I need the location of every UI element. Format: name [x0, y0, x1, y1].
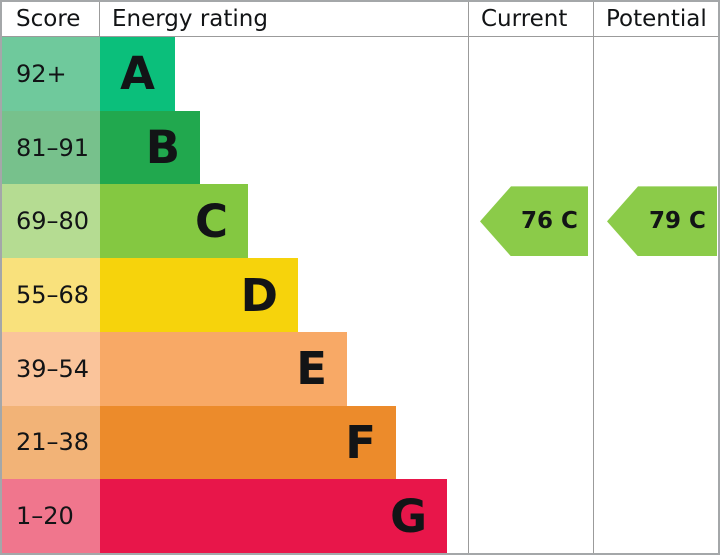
rating-bar-e: E	[100, 331, 347, 406]
band-row-f: 21–38 F	[2, 405, 718, 480]
rating-letter-f: F	[345, 415, 376, 469]
band-row-e: 39–54 E	[2, 331, 718, 406]
divider-rating-current	[468, 2, 469, 553]
potential-rating-label: 79 C	[649, 208, 706, 235]
rating-bar-f: F	[100, 405, 396, 480]
current-rating-label: 76 C	[521, 208, 578, 235]
rating-letter-d: D	[240, 268, 278, 322]
rating-header-label: Energy rating	[112, 5, 268, 32]
header-cell-potential: Potential	[593, 2, 718, 36]
header-cell-current: Current	[468, 2, 593, 36]
score-cell-c: 69–80	[2, 184, 100, 259]
current-header-label: Current	[481, 5, 568, 32]
band-row-g: 1–20 G	[2, 479, 718, 553]
rating-letter-a: A	[120, 47, 155, 101]
score-cell-b: 81–91	[2, 110, 100, 185]
rating-letter-c: C	[194, 194, 228, 248]
header-row: Score Energy rating Current Potential	[2, 2, 718, 36]
score-header-label: Score	[16, 5, 81, 32]
divider-score-rating	[99, 2, 100, 36]
band-row-a: 92+ A	[2, 37, 718, 111]
header-cell-rating: Energy rating	[99, 2, 468, 36]
rating-bar-g: G	[100, 479, 447, 553]
score-cell-d: 55–68	[2, 258, 100, 332]
rating-bar-b: B	[100, 110, 200, 185]
rating-letter-b: B	[145, 121, 180, 175]
header-underline	[2, 36, 718, 37]
potential-rating-arrow: 79 C	[607, 186, 717, 257]
bands-area: 92+ A 81–91 B 69–80 C 55–68 D 39–54	[2, 37, 718, 553]
rating-bar-d: D	[100, 258, 298, 332]
band-row-b: 81–91 B	[2, 110, 718, 185]
band-row-c: 69–80 C	[2, 184, 718, 259]
rating-bar-c: C	[100, 184, 248, 259]
score-cell-a: 92+	[2, 37, 100, 111]
score-cell-f: 21–38	[2, 405, 100, 480]
rating-bar-a: A	[100, 37, 175, 111]
band-row-d: 55–68 D	[2, 258, 718, 332]
rating-letter-e: E	[296, 342, 327, 396]
rating-letter-g: G	[390, 489, 427, 543]
potential-header-label: Potential	[606, 5, 707, 32]
divider-current-potential	[593, 2, 594, 553]
header-cell-score: Score	[2, 2, 99, 36]
score-cell-e: 39–54	[2, 331, 100, 406]
score-cell-g: 1–20	[2, 479, 100, 553]
